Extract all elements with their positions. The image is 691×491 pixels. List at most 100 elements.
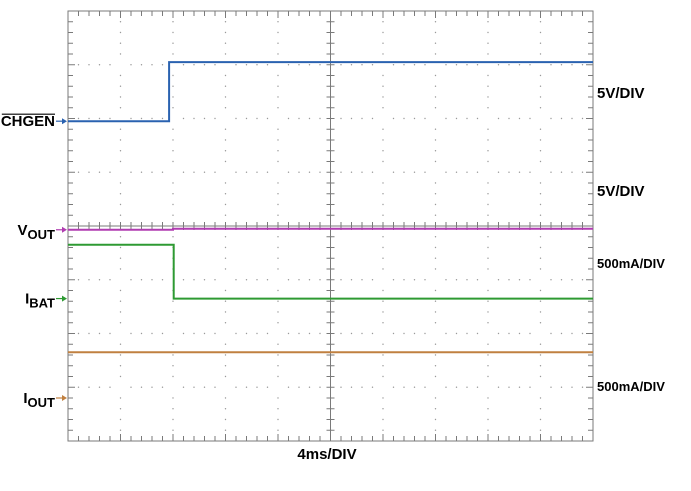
grid-dot bbox=[487, 42, 489, 44]
grid-dot bbox=[539, 182, 542, 184]
chgen-trace bbox=[68, 61, 593, 123]
grid-dot bbox=[193, 386, 195, 388]
grid-dot bbox=[214, 117, 216, 120]
grid-dot bbox=[172, 203, 174, 206]
grid-dot bbox=[382, 408, 384, 410]
grid-dot bbox=[518, 117, 521, 120]
grid-dot bbox=[88, 332, 90, 335]
i-bat-label: IBAT bbox=[25, 291, 55, 311]
grid-dot bbox=[392, 332, 395, 335]
grid-dot bbox=[487, 139, 489, 141]
grid-dot bbox=[340, 117, 342, 120]
grid-dot bbox=[350, 64, 353, 66]
grid-dot bbox=[224, 354, 227, 356]
grid-dot bbox=[172, 21, 174, 23]
grid-dot bbox=[172, 182, 174, 184]
grid-dot bbox=[434, 343, 437, 345]
grid-dot bbox=[361, 386, 363, 388]
grid-dot bbox=[539, 193, 542, 195]
grid-dot bbox=[434, 322, 437, 324]
grid-dot bbox=[193, 279, 195, 281]
grid-dot bbox=[529, 332, 531, 335]
grid-dot bbox=[539, 365, 542, 367]
grid-dot bbox=[371, 332, 374, 335]
grid-dot bbox=[277, 408, 279, 410]
grid-dot bbox=[382, 375, 384, 378]
grid-dot bbox=[539, 429, 542, 431]
grid-dot bbox=[413, 386, 416, 388]
grid-dot bbox=[88, 171, 90, 173]
grid-dot bbox=[277, 31, 279, 34]
grid-dot bbox=[277, 182, 279, 184]
grid-dot bbox=[424, 171, 426, 173]
i-bat-ground-marker bbox=[62, 295, 67, 302]
i-bat-label-subscript: BAT bbox=[29, 296, 55, 311]
grid-dot bbox=[382, 107, 384, 109]
grid-dot bbox=[161, 386, 164, 388]
grid-dot bbox=[434, 203, 437, 206]
grid-dot bbox=[119, 408, 122, 410]
grid-dot bbox=[476, 171, 479, 173]
grid-dot bbox=[539, 268, 542, 270]
grid-dot bbox=[539, 42, 542, 44]
grid-dot bbox=[277, 74, 279, 77]
i-out-label-main: I bbox=[23, 390, 27, 407]
v-out-trace bbox=[68, 227, 593, 231]
grid-dot bbox=[539, 85, 542, 87]
grid-dot bbox=[434, 418, 437, 421]
grid-dot bbox=[319, 171, 321, 173]
grid-dot bbox=[182, 332, 185, 335]
grid-dot bbox=[214, 64, 216, 66]
grid-dot bbox=[172, 96, 174, 98]
grid-dot bbox=[529, 279, 531, 281]
grid-dot bbox=[487, 365, 489, 367]
grid-dot bbox=[140, 332, 143, 335]
grid-dot bbox=[119, 42, 122, 44]
grid-dot bbox=[571, 117, 573, 120]
chgen-ground-marker bbox=[62, 118, 67, 125]
grid-dot bbox=[109, 171, 111, 173]
grid-dot bbox=[487, 375, 489, 378]
grid-dot bbox=[476, 64, 479, 66]
grid-dot bbox=[172, 322, 174, 324]
grid-dot bbox=[382, 42, 384, 44]
grid-dot bbox=[140, 117, 143, 120]
grid-dot bbox=[382, 160, 384, 163]
grid-dot bbox=[277, 343, 279, 345]
grid-dot bbox=[371, 171, 374, 173]
grid-dot bbox=[214, 279, 216, 281]
grid-dot bbox=[413, 64, 416, 66]
grid-dot bbox=[466, 332, 468, 335]
grid-dot bbox=[434, 193, 437, 195]
grid-dot bbox=[214, 386, 216, 388]
grid-dot bbox=[119, 418, 122, 421]
grid-dot bbox=[487, 268, 489, 270]
i-out-label-subscript: OUT bbox=[28, 395, 56, 410]
grid-dot bbox=[403, 171, 405, 173]
grid-dot bbox=[508, 64, 510, 66]
grid-dot bbox=[445, 386, 447, 388]
grid-dot bbox=[224, 236, 227, 238]
grid-dot bbox=[287, 279, 290, 281]
grid-dot bbox=[382, 397, 384, 399]
grid-dot bbox=[508, 332, 510, 335]
grid-dot bbox=[130, 117, 132, 120]
grid-dot bbox=[434, 96, 437, 98]
grid-dot bbox=[382, 21, 384, 23]
grid-dot bbox=[382, 193, 384, 195]
grid-dot bbox=[361, 64, 363, 66]
grid-dot bbox=[581, 171, 584, 173]
grid-dot bbox=[172, 311, 174, 313]
grid-dot bbox=[581, 332, 584, 335]
grid-dot bbox=[497, 171, 500, 173]
grid-dot bbox=[203, 171, 206, 173]
grid-dot bbox=[182, 117, 185, 120]
grid-dot bbox=[98, 64, 101, 66]
grid-dot bbox=[172, 193, 174, 195]
grid-dot bbox=[130, 64, 132, 66]
grid-dot bbox=[161, 64, 164, 66]
grid-dot bbox=[119, 182, 122, 184]
grid-dot bbox=[539, 322, 542, 324]
grid-dot bbox=[382, 53, 384, 55]
grid-dot bbox=[361, 171, 363, 173]
